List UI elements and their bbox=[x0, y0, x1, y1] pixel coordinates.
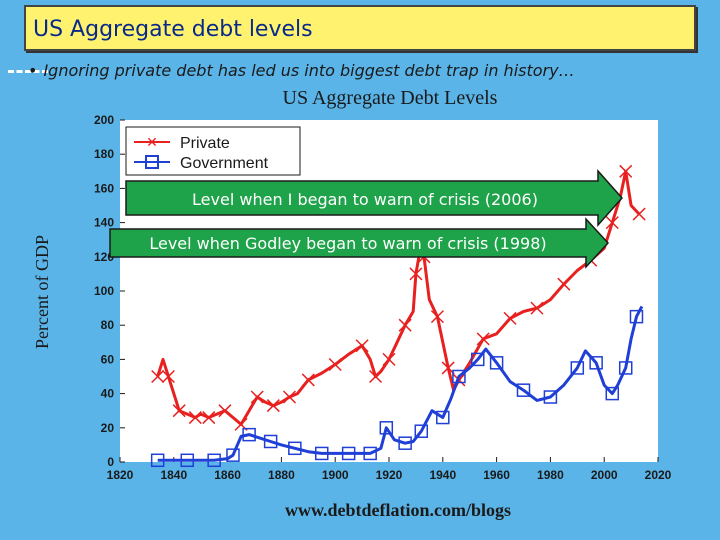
data-point-government bbox=[543, 390, 558, 404]
x-tick-label: 1860 bbox=[214, 468, 241, 482]
data-point-private bbox=[282, 390, 297, 404]
y-tick-label: 80 bbox=[101, 318, 115, 332]
arrow-annotation-2006: Level when I began to warn of crisis (20… bbox=[125, 169, 624, 227]
data-point-government bbox=[242, 427, 256, 442]
x-tick-label: 1900 bbox=[322, 468, 349, 482]
series-line-government bbox=[157, 305, 644, 462]
x-tick-label: 1880 bbox=[268, 468, 295, 482]
data-point-private bbox=[476, 332, 490, 346]
source-url: www.debtdeflation.com/blogs bbox=[285, 500, 511, 520]
data-point-private bbox=[202, 411, 216, 425]
data-point-government bbox=[263, 434, 278, 449]
data-point-government bbox=[618, 361, 633, 375]
data-point-private bbox=[328, 357, 342, 372]
y-tick-label: 180 bbox=[94, 147, 114, 161]
y-tick-label: 40 bbox=[101, 387, 115, 401]
data-point-private bbox=[266, 399, 280, 413]
data-point-government bbox=[605, 386, 620, 401]
series-group bbox=[150, 164, 646, 468]
data-point-private bbox=[441, 361, 455, 375]
data-point-government bbox=[150, 453, 165, 468]
data-point-private bbox=[530, 301, 544, 315]
data-point-private bbox=[503, 311, 517, 325]
data-point-government bbox=[226, 448, 240, 462]
data-point-government bbox=[436, 410, 450, 425]
data-point-government bbox=[379, 421, 394, 435]
x-tick-label: 1820 bbox=[107, 468, 134, 482]
x-tick-label: 1940 bbox=[429, 468, 456, 482]
data-point-private bbox=[398, 318, 412, 332]
data-point-private bbox=[161, 369, 175, 384]
data-point-private bbox=[605, 216, 619, 230]
y-tick-label: 140 bbox=[94, 216, 114, 230]
data-point-private bbox=[409, 267, 423, 281]
data-point-private bbox=[151, 369, 165, 384]
arrow-label-2006: Level when I began to warn of crisis (20… bbox=[192, 190, 538, 209]
data-point-government bbox=[398, 436, 412, 450]
y-tick-label: 200 bbox=[94, 113, 114, 127]
legend-government-marker-icon bbox=[145, 155, 159, 169]
y-tick-label: 120 bbox=[94, 250, 114, 264]
y-axis-label: Percent of GDP bbox=[32, 235, 52, 349]
data-point-government bbox=[341, 446, 356, 461]
arrow-annotation-1998: Level when Godley began to warn of crisi… bbox=[109, 217, 610, 269]
legend: ✕ Private Government bbox=[125, 126, 301, 176]
data-point-government bbox=[207, 453, 221, 468]
data-point-government bbox=[414, 424, 429, 438]
data-point-government bbox=[589, 356, 603, 370]
x-tick-label: 2020 bbox=[645, 468, 672, 482]
x-tick-label: 1840 bbox=[160, 468, 187, 482]
data-point-private bbox=[557, 277, 571, 291]
x-tick-label: 1960 bbox=[483, 468, 510, 482]
arrow-label-1998: Level when Godley began to warn of crisi… bbox=[149, 234, 546, 253]
bullet-dot-icon: • bbox=[28, 61, 38, 80]
bullet-point: • Ignoring private debt has led us into b… bbox=[28, 61, 575, 80]
data-point-government bbox=[363, 446, 377, 461]
data-point-private bbox=[430, 310, 444, 324]
data-point-private bbox=[619, 164, 633, 178]
axis-ticks: 1820 1840 1860 1880 1900 1920 1940 1960 1980 2000… bbox=[94, 113, 672, 482]
slide-title: US Aggregate debt levels bbox=[33, 17, 313, 42]
plot-area bbox=[120, 120, 658, 462]
legend-private-label: Private bbox=[180, 135, 230, 152]
data-point-government bbox=[629, 309, 644, 324]
y-tick-label: 0 bbox=[107, 455, 114, 469]
y-tick-label: 160 bbox=[94, 181, 114, 195]
slide-title-box: US Aggregate debt levels bbox=[24, 5, 696, 51]
data-point-government bbox=[180, 453, 194, 468]
data-point-government bbox=[570, 361, 585, 375]
data-point-government bbox=[315, 446, 329, 461]
legend-government-label: Government bbox=[180, 155, 269, 172]
data-point-government bbox=[452, 369, 466, 384]
data-point-government bbox=[288, 441, 302, 456]
data-point-private bbox=[382, 352, 396, 366]
data-point-private bbox=[250, 390, 264, 404]
y-tick-label: 20 bbox=[101, 421, 115, 435]
data-point-government bbox=[489, 356, 504, 370]
data-point-private bbox=[218, 404, 232, 418]
data-point-private bbox=[632, 207, 646, 221]
y-tick-label: 60 bbox=[101, 352, 115, 366]
x-tick-label: 1920 bbox=[376, 468, 403, 482]
data-point-government bbox=[471, 352, 485, 367]
legend-private-marker-icon: ✕ bbox=[146, 135, 158, 151]
dash-decoration bbox=[8, 70, 48, 77]
data-point-private bbox=[188, 411, 202, 425]
data-point-government bbox=[516, 383, 531, 397]
chart-title: US Aggregate Debt Levels bbox=[283, 87, 498, 109]
x-tick-label: 2000 bbox=[591, 468, 618, 482]
data-point-private bbox=[355, 339, 369, 353]
data-point-private bbox=[369, 369, 383, 384]
x-tick-label: 1980 bbox=[537, 468, 564, 482]
bullet-text: Ignoring private debt has led us into bi… bbox=[43, 61, 575, 80]
y-tick-label: 100 bbox=[94, 284, 114, 298]
data-point-private bbox=[301, 373, 315, 387]
data-point-private bbox=[172, 404, 186, 418]
